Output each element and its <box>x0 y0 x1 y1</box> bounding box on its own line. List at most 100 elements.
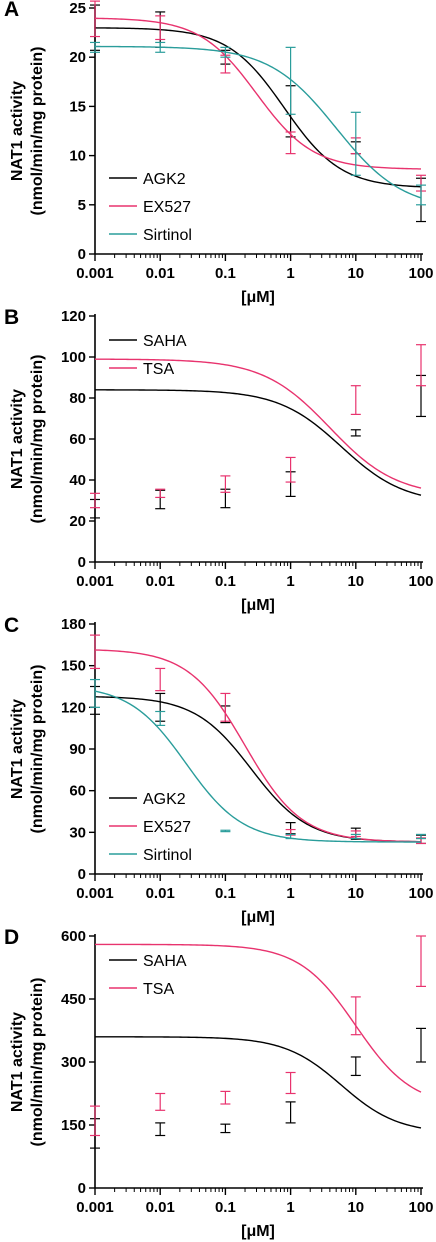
error-bar-sirtinol <box>285 833 296 840</box>
panel-a: A 0 5 10 15 20 25 0.001 0.01 0.1 1 10 100 [μM] NAT1 a… <box>0 0 436 308</box>
fit-curve-sirtinol <box>94 45 422 199</box>
x-tick-label: 10 <box>347 885 364 902</box>
x-tick-label: 0.001 <box>76 1199 114 1216</box>
error-bar-sirtinol <box>416 184 426 206</box>
x-tick-label: 10 <box>347 573 364 590</box>
panel-label: B <box>4 306 20 329</box>
fit-curve-ex527 <box>94 649 422 843</box>
y-tick-label: 300 <box>61 1054 86 1071</box>
legend-label: Sirtinol <box>143 847 192 864</box>
x-tick-label: 10 <box>347 265 364 282</box>
error-bar-tsa <box>90 1105 100 1137</box>
error-bar-sirtinol <box>220 46 231 58</box>
y-axis-title-line1: NAT1 activity <box>9 81 26 181</box>
x-axis-title: [μM] <box>241 909 275 926</box>
y-tick-label: 40 <box>69 472 86 489</box>
error-bar-sirtinol <box>220 829 231 833</box>
y-tick-label: 0 <box>78 554 86 571</box>
error-bar-sirtinol <box>155 710 166 726</box>
panel-c: C 0 30 60 90 120 150 180 0.001 0.01 0.1 1 10 100 [μM]… <box>0 614 436 928</box>
x-axis-title: [μM] <box>241 1223 275 1240</box>
error-bar-saha <box>350 1056 361 1077</box>
legend-label: AGK2 <box>143 171 186 188</box>
legend-label: Sirtinol <box>143 227 192 244</box>
fit-curve-ex527 <box>94 17 422 170</box>
error-bar-tsa <box>416 344 426 387</box>
y-axis-title-line1: NAT1 activity <box>9 1012 26 1112</box>
error-bar-tsa <box>350 996 361 1036</box>
x-tick-label: 1 <box>286 1199 294 1216</box>
y-tick-label: 150 <box>61 1117 86 1134</box>
y-tick-label: 20 <box>69 513 86 530</box>
error-bar-tsa <box>155 1092 166 1111</box>
legend-label: SAHA <box>143 333 187 350</box>
panel-label: A <box>4 0 20 21</box>
error-bar-ex527 <box>90 634 100 670</box>
y-axis-title-line1: NAT1 activity <box>9 389 26 489</box>
error-bar-sirtinol <box>350 833 361 840</box>
fit-curve-saha <box>95 1036 422 1129</box>
x-axis-title: [μM] <box>241 289 275 306</box>
y-tick-label: 60 <box>69 431 86 448</box>
y-axis-title-line2: (nmol/min/mg protein) <box>29 978 46 1147</box>
error-bar-sirtinol <box>90 678 100 708</box>
y-tick-label: 30 <box>69 824 86 841</box>
panel-b: B 0 20 40 60 80 100 120 0.001 0.01 0.1 1 10 100 [μM] N… <box>0 306 436 616</box>
error-bar-tsa <box>220 475 231 493</box>
error-bar-sirtinol <box>416 833 426 840</box>
y-tick-label: 600 <box>61 928 86 945</box>
y-tick-label: 450 <box>61 991 86 1008</box>
y-tick-label: 0 <box>78 246 86 263</box>
y-tick-label: 180 <box>61 616 86 633</box>
error-bar-ex527 <box>155 667 166 692</box>
fit-curve-sirtinol <box>94 690 422 843</box>
x-tick-label: 0.1 <box>215 885 236 902</box>
x-tick-label: 1 <box>286 265 294 282</box>
x-tick-label: 0.1 <box>215 573 236 590</box>
error-bar-saha <box>220 1123 231 1134</box>
panel-d: D 0 150 300 450 600 0.001 0.01 0.1 1 10 100 [μM] NAT… <box>0 926 436 1242</box>
panel-label: C <box>4 614 20 637</box>
y-tick-label: 80 <box>69 390 86 407</box>
x-tick-label: 0.01 <box>146 1199 175 1216</box>
x-tick-label: 0.1 <box>215 265 236 282</box>
error-bar-sirtinol <box>155 41 166 53</box>
error-bar-tsa <box>416 935 426 988</box>
x-tick-label: 0.01 <box>146 573 175 590</box>
legend-label: EX527 <box>143 819 191 836</box>
x-tick-label: 10 <box>347 1199 364 1216</box>
error-bar-sirtinol <box>90 41 100 53</box>
y-tick-label: 0 <box>78 1180 86 1197</box>
y-tick-label: 60 <box>69 783 86 800</box>
error-bar-saha <box>285 1101 296 1124</box>
error-bar-tsa <box>285 1071 296 1095</box>
y-tick-label: 150 <box>61 658 86 675</box>
fit-curve-agk2 <box>94 27 422 188</box>
y-tick-label: 120 <box>61 699 86 716</box>
error-bar-sirtinol <box>350 111 361 176</box>
chart-c: 0 30 60 90 120 150 180 0.001 0.01 0.1 1 10 100 [μM] NA… <box>9 616 434 926</box>
x-tick-label: 100 <box>408 885 433 902</box>
y-tick-label: 0 <box>78 866 86 883</box>
error-bar-tsa <box>285 456 296 483</box>
error-bar-tsa <box>90 492 100 509</box>
chart-d: 0 150 300 450 600 0.001 0.01 0.1 1 10 100 [μM] NAT1 … <box>9 928 434 1240</box>
legend-label: EX527 <box>143 199 191 216</box>
y-tick-label: 10 <box>69 148 86 165</box>
y-tick-label: 25 <box>69 0 86 17</box>
x-tick-label: 0.001 <box>76 573 114 590</box>
x-tick-label: 0.001 <box>76 265 114 282</box>
error-bar-tsa <box>350 385 361 416</box>
x-axis-title: [μM] <box>241 597 275 614</box>
error-bar-saha <box>155 1122 166 1137</box>
fit-curve-tsa <box>94 358 422 489</box>
x-tick-label: 100 <box>408 573 433 590</box>
y-tick-label: 15 <box>69 98 86 115</box>
fit-curve-tsa <box>95 943 422 1093</box>
x-tick-label: 1 <box>286 885 294 902</box>
error-bar-tsa <box>220 1090 231 1105</box>
y-axis-title-line2: (nmol/min/mg protein) <box>29 47 46 216</box>
error-bar-ex527 <box>90 0 100 38</box>
error-bar-saha <box>350 429 361 437</box>
error-bar-sirtinol <box>285 46 296 115</box>
